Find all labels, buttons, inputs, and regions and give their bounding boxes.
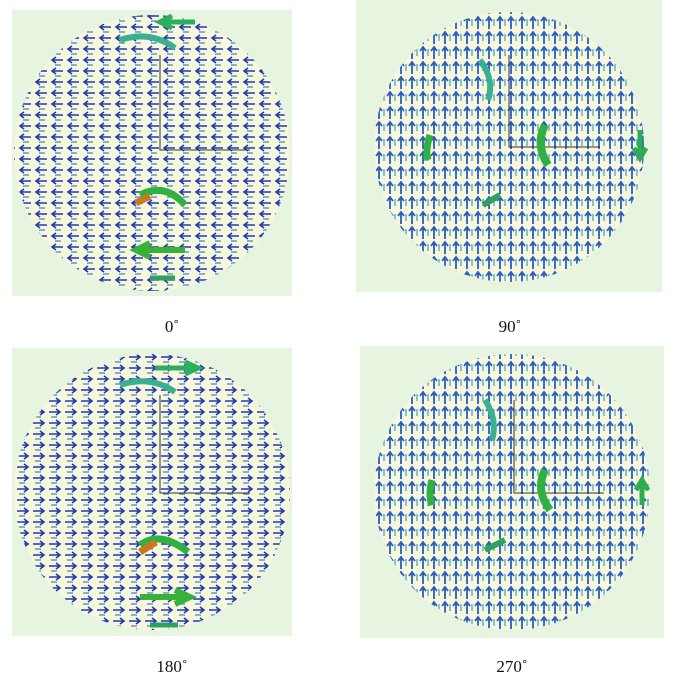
- large-arrow: [154, 13, 195, 31]
- axes: [159, 55, 250, 151]
- large-arrow: [155, 359, 204, 377]
- large-arrow: [481, 192, 502, 208]
- large-arrow: [138, 539, 158, 555]
- large-arrow: [138, 186, 188, 208]
- large-arrow: [631, 130, 649, 163]
- panel: [12, 348, 292, 636]
- panel-label: 90˚: [499, 317, 522, 336]
- panel: [360, 346, 664, 638]
- large-arrow: [537, 468, 554, 513]
- large-arrow: [134, 192, 152, 207]
- vector-field: [14, 15, 290, 291]
- large-arrow: [633, 475, 651, 505]
- panel: [356, 0, 662, 292]
- panel-label: 270˚: [496, 657, 527, 676]
- large-arrow: [119, 378, 177, 395]
- large-arrow: [536, 123, 552, 168]
- large-arrow: [477, 58, 494, 101]
- large-arrow: [482, 398, 497, 441]
- panel-label: 0˚: [165, 317, 179, 336]
- vector-field: [14, 354, 290, 630]
- vector-field: [374, 354, 650, 630]
- large-arrow: [119, 33, 177, 51]
- large-arrow: [426, 479, 436, 507]
- axes: [159, 395, 250, 494]
- large-arrow: [140, 587, 198, 607]
- panel-label: 180˚: [156, 657, 187, 676]
- axes: [513, 400, 604, 494]
- large-arrow: [137, 535, 191, 555]
- panel: [12, 10, 292, 296]
- large-arrow: [423, 133, 434, 162]
- large-arrow: [129, 240, 185, 260]
- axes: [508, 55, 600, 148]
- large-arrow: [483, 537, 507, 553]
